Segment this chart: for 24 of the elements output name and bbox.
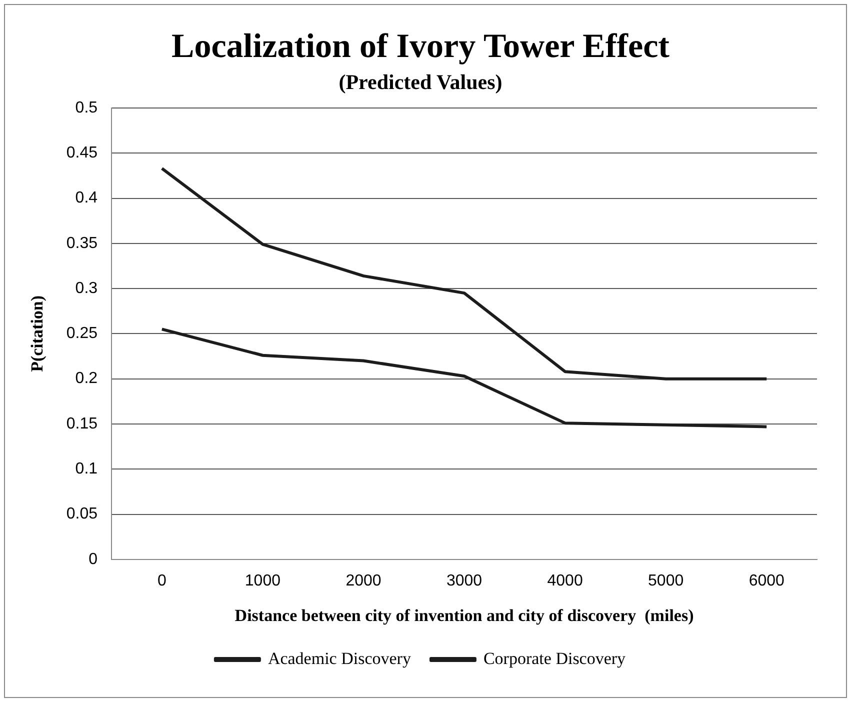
y-tick-label: 0.5 (75, 99, 98, 116)
chart-title: Localization of Ivory Tower Effect (172, 28, 670, 66)
x-tick-label: 3000 (446, 572, 482, 590)
x-tick-label: 5000 (648, 572, 684, 590)
x-tick-label: 2000 (346, 572, 382, 590)
y-tick-label: 0.45 (66, 144, 98, 162)
x-tick-label: 1000 (244, 572, 281, 590)
y-tick-label: 0.25 (66, 325, 98, 342)
y-tick-label: 0 (88, 550, 98, 568)
y-tick-label: 0.05 (66, 506, 98, 523)
y-axis-title: P(citation) (28, 295, 47, 372)
y-tick-label: 0.4 (75, 190, 98, 207)
legend-label: Corporate Discovery (483, 648, 626, 668)
x-tick-label: 4000 (547, 572, 583, 590)
x-tick-label: 0 (157, 572, 166, 590)
y-tick-label: 0.1 (75, 460, 98, 478)
y-tick-label: 0.15 (66, 415, 98, 432)
x-tick-label: 6000 (748, 572, 785, 590)
y-tick-label: 0.3 (75, 280, 98, 297)
y-tick-label: 0.35 (66, 234, 98, 252)
x-axis-title: Distance between city of invention and city of discovery (miles) (234, 606, 694, 626)
y-tick-label: 0.2 (75, 370, 98, 388)
legend-label: Academic Discovery (268, 648, 412, 668)
chart-subtitle: (Predicted Values) (338, 70, 502, 94)
